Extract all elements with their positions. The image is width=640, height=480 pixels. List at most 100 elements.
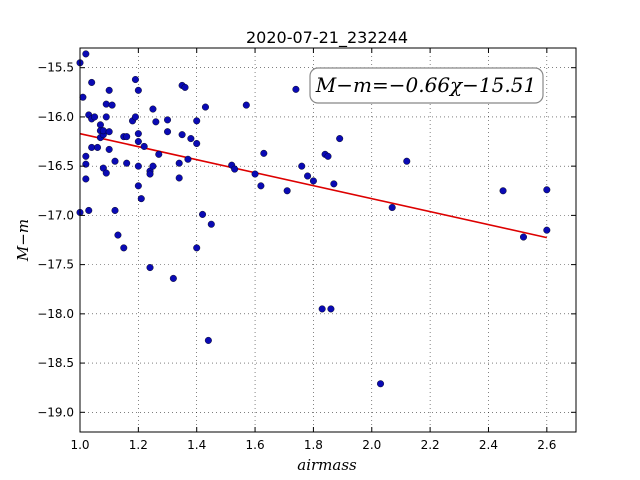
y-tick-label: −18.5	[37, 356, 74, 370]
data-point	[181, 83, 189, 91]
data-point	[85, 206, 93, 214]
data-point	[231, 165, 239, 173]
x-tick-label: 1.6	[246, 438, 265, 452]
y-tick-label: −16.5	[37, 159, 74, 173]
data-point	[134, 162, 142, 170]
grid	[79, 48, 576, 432]
data-point	[94, 143, 102, 151]
data-point	[201, 103, 209, 111]
y-tick-label: −19.0	[37, 405, 74, 419]
chart-title: 2020-07-21_232244	[246, 28, 408, 48]
x-axis-ticks: 1.0 1.2 1.4 1.6 1.8 2.0 2.2 2.4 2.6	[70, 48, 556, 452]
data-point	[152, 118, 160, 126]
data-point	[204, 336, 212, 344]
data-point	[184, 155, 192, 163]
x-tick-label: 2.2	[421, 438, 440, 452]
x-tick-label: 2.4	[479, 438, 498, 452]
data-point	[388, 204, 396, 212]
data-point	[251, 170, 259, 178]
data-point	[96, 121, 104, 129]
data-point	[377, 380, 385, 388]
data-point	[131, 76, 139, 84]
data-point	[336, 135, 344, 143]
y-axis-label: M−m	[14, 219, 32, 262]
data-points	[76, 50, 551, 388]
x-tick-label: 1.2	[129, 438, 148, 452]
data-point	[155, 150, 163, 158]
data-point	[123, 159, 131, 167]
data-point	[298, 162, 306, 170]
y-tick-label: −16.0	[37, 110, 74, 124]
x-tick-label: 1.8	[304, 438, 323, 452]
data-point	[327, 305, 335, 313]
data-point	[134, 86, 142, 94]
y-tick-label: −17.0	[37, 208, 74, 222]
data-point	[283, 187, 291, 195]
data-point	[134, 130, 142, 138]
data-point	[292, 85, 300, 93]
x-tick-label: 2.0	[362, 438, 381, 452]
x-tick-label: 1.0	[70, 438, 89, 452]
data-point	[175, 174, 183, 182]
data-point	[82, 50, 90, 58]
y-tick-label: −18.0	[37, 307, 74, 321]
data-point	[99, 127, 107, 135]
fit-annotation: M−m=−0.66χ−15.51	[309, 67, 544, 104]
data-point	[260, 149, 268, 157]
data-point	[519, 233, 527, 241]
x-tick-label: 1.4	[187, 438, 206, 452]
annotation-box	[309, 67, 544, 104]
data-point	[111, 206, 119, 214]
data-point	[309, 177, 317, 185]
y-axis-ticks: −15.5 −16.0 −16.5 −17.0 −17.5 −18.0 −18.5 −19.0	[37, 61, 576, 419]
data-point	[304, 172, 312, 180]
data-point	[242, 101, 250, 109]
data-point	[134, 138, 142, 146]
x-tick-label: 2.6	[537, 438, 556, 452]
data-point	[102, 169, 110, 177]
data-point	[207, 220, 215, 228]
data-point	[324, 152, 332, 160]
data-point	[140, 142, 148, 150]
data-point	[193, 117, 201, 125]
data-point	[257, 182, 265, 190]
data-point	[146, 264, 154, 272]
data-point	[199, 210, 207, 218]
data-point	[164, 128, 172, 136]
plot-frame	[79, 47, 577, 433]
y-tick-label: −17.5	[37, 258, 74, 272]
data-point	[88, 143, 96, 151]
annotation-text: M−m=−0.66χ−15.51	[315, 73, 536, 97]
data-point	[131, 113, 139, 121]
data-point	[178, 131, 186, 139]
data-point	[187, 135, 195, 143]
data-point	[102, 100, 110, 108]
data-point	[105, 145, 113, 153]
data-point	[330, 180, 338, 188]
data-point	[149, 105, 157, 113]
data-point	[105, 86, 113, 94]
data-point	[149, 162, 157, 170]
data-point	[105, 128, 113, 136]
data-point	[111, 157, 119, 165]
data-point	[169, 274, 177, 282]
data-point	[120, 244, 128, 252]
data-point	[193, 140, 201, 148]
y-tick-label: −15.5	[37, 61, 74, 75]
data-point	[82, 175, 90, 183]
data-point	[543, 186, 551, 194]
data-point	[82, 152, 90, 160]
data-point	[164, 116, 172, 124]
data-point	[123, 133, 131, 141]
data-point	[114, 231, 122, 239]
data-point	[543, 226, 551, 234]
data-point	[88, 78, 96, 86]
fit-line	[79, 132, 547, 239]
data-point	[137, 195, 145, 203]
data-point	[146, 170, 154, 178]
data-point	[403, 157, 411, 165]
data-point	[499, 187, 507, 195]
data-point	[102, 113, 110, 121]
data-point	[318, 305, 326, 313]
